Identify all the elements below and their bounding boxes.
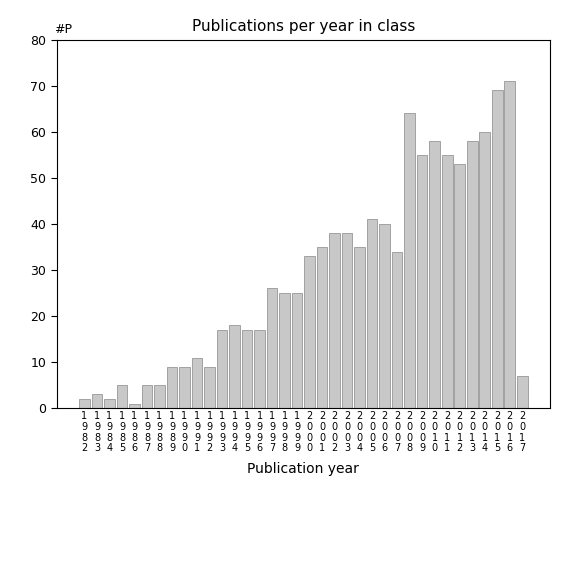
Bar [254, 330, 265, 408]
Bar [217, 330, 227, 408]
Bar [329, 233, 340, 408]
Bar [92, 395, 102, 408]
Bar [229, 325, 240, 408]
Bar [79, 399, 90, 408]
Bar [280, 293, 290, 408]
Bar [317, 247, 327, 408]
Bar [104, 399, 115, 408]
Bar [442, 155, 452, 408]
Bar [192, 358, 202, 408]
Bar [179, 367, 190, 408]
Bar [517, 376, 527, 408]
Bar [292, 293, 302, 408]
Bar [342, 233, 353, 408]
Bar [242, 330, 252, 408]
X-axis label: Publication year: Publication year [247, 462, 359, 476]
Bar [505, 81, 515, 408]
Bar [304, 256, 315, 408]
Bar [429, 141, 440, 408]
Bar [492, 90, 502, 408]
Title: Publications per year in class: Publications per year in class [192, 19, 415, 35]
Bar [167, 367, 177, 408]
Bar [454, 164, 465, 408]
Bar [467, 141, 477, 408]
Bar [392, 252, 403, 408]
Bar [379, 224, 390, 408]
Bar [417, 155, 428, 408]
Bar [480, 132, 490, 408]
Bar [354, 247, 365, 408]
Bar [404, 113, 415, 408]
Bar [142, 385, 153, 408]
Bar [154, 385, 165, 408]
Bar [204, 367, 215, 408]
Bar [367, 219, 378, 408]
Text: #P: #P [54, 23, 72, 36]
Bar [129, 404, 140, 408]
Bar [117, 385, 127, 408]
Bar [266, 289, 277, 408]
